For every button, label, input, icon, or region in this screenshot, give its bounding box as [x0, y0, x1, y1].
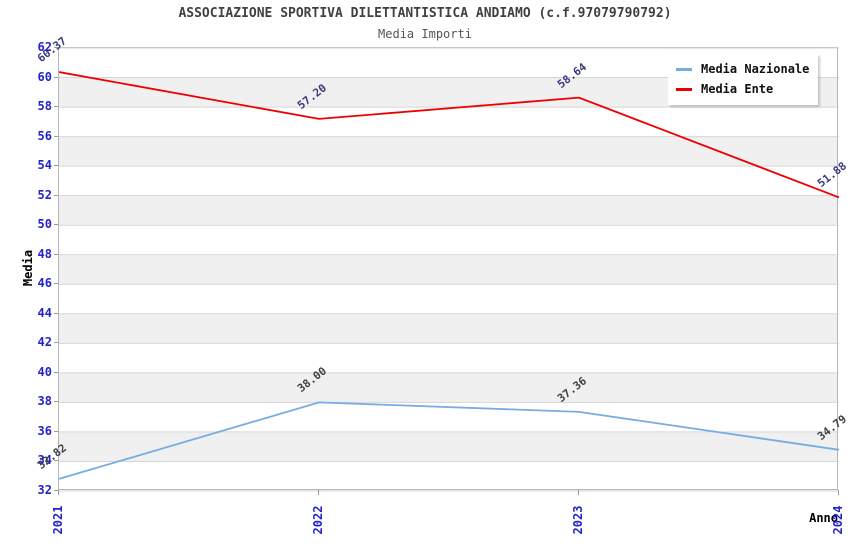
- y-tick-mark: [54, 460, 58, 462]
- y-tick-mark: [54, 401, 58, 403]
- y-tick-label: 52: [37, 187, 52, 202]
- x-tick-mark: [58, 490, 59, 495]
- y-tick-label: 44: [37, 305, 52, 320]
- y-tick-label: 54: [37, 158, 52, 173]
- series-line-media-ente: [58, 71, 840, 199]
- legend-label-ente: Media Ente: [701, 82, 774, 96]
- x-tick-label: 2022: [311, 505, 325, 535]
- y-tick-mark: [54, 76, 58, 78]
- ente-line-swatch-icon: [676, 87, 692, 91]
- y-tick-label: 46: [37, 276, 52, 291]
- x-tick-mark: [318, 490, 319, 495]
- nazionale-line-swatch-icon: [676, 67, 692, 71]
- y-tick-mark: [54, 253, 58, 255]
- x-tick-label: 2023: [571, 505, 585, 535]
- legend-label-nazionale: Media Nazionale: [701, 62, 810, 76]
- y-tick-mark: [54, 430, 58, 432]
- y-tick-mark: [54, 342, 58, 344]
- y-tick-label: 60: [37, 69, 52, 84]
- y-tick-label: 42: [37, 335, 52, 350]
- chart-title: ASSOCIAZIONE SPORTIVA DILETTANTISTICA AN…: [178, 6, 672, 21]
- chart-subtitle: Media Importi: [378, 27, 472, 41]
- x-tick-mark: [578, 490, 579, 495]
- y-tick-mark: [54, 312, 58, 314]
- legend: Media Nazionale Media Ente: [668, 54, 818, 105]
- y-tick-label: 40: [37, 364, 52, 379]
- x-tick-label: 2024: [831, 505, 845, 535]
- y-tick-mark: [54, 224, 58, 226]
- y-tick-label: 32: [37, 483, 52, 497]
- y-tick-label: 62: [37, 40, 52, 54]
- legend-item-ente: Media Ente: [676, 79, 810, 99]
- plot-area: [58, 47, 840, 492]
- y-tick-mark: [54, 490, 58, 491]
- y-tick-label: 34: [37, 453, 52, 468]
- y-tick-label: 56: [37, 128, 52, 143]
- y-tick-mark: [54, 47, 58, 48]
- y-tick-label: 38: [37, 394, 52, 409]
- y-tick-mark: [54, 283, 58, 285]
- legend-item-nazionale: Media Nazionale: [676, 59, 810, 79]
- x-tick-label: 2021: [51, 505, 65, 535]
- plot-svg: [58, 47, 840, 492]
- x-axis-title: Anno: [809, 511, 838, 525]
- y-tick-mark: [54, 165, 58, 167]
- x-tick-mark: [838, 490, 839, 495]
- y-tick-mark: [54, 106, 58, 108]
- y-tick-mark: [54, 135, 58, 137]
- y-tick-label: 48: [37, 246, 52, 261]
- y-tick-label: 36: [37, 423, 52, 438]
- y-tick-mark: [54, 371, 58, 373]
- y-tick-label: 58: [37, 99, 52, 114]
- y-tick-label: 50: [37, 217, 52, 232]
- series-line-media-nazionale: [58, 401, 840, 480]
- y-tick-mark: [54, 194, 58, 196]
